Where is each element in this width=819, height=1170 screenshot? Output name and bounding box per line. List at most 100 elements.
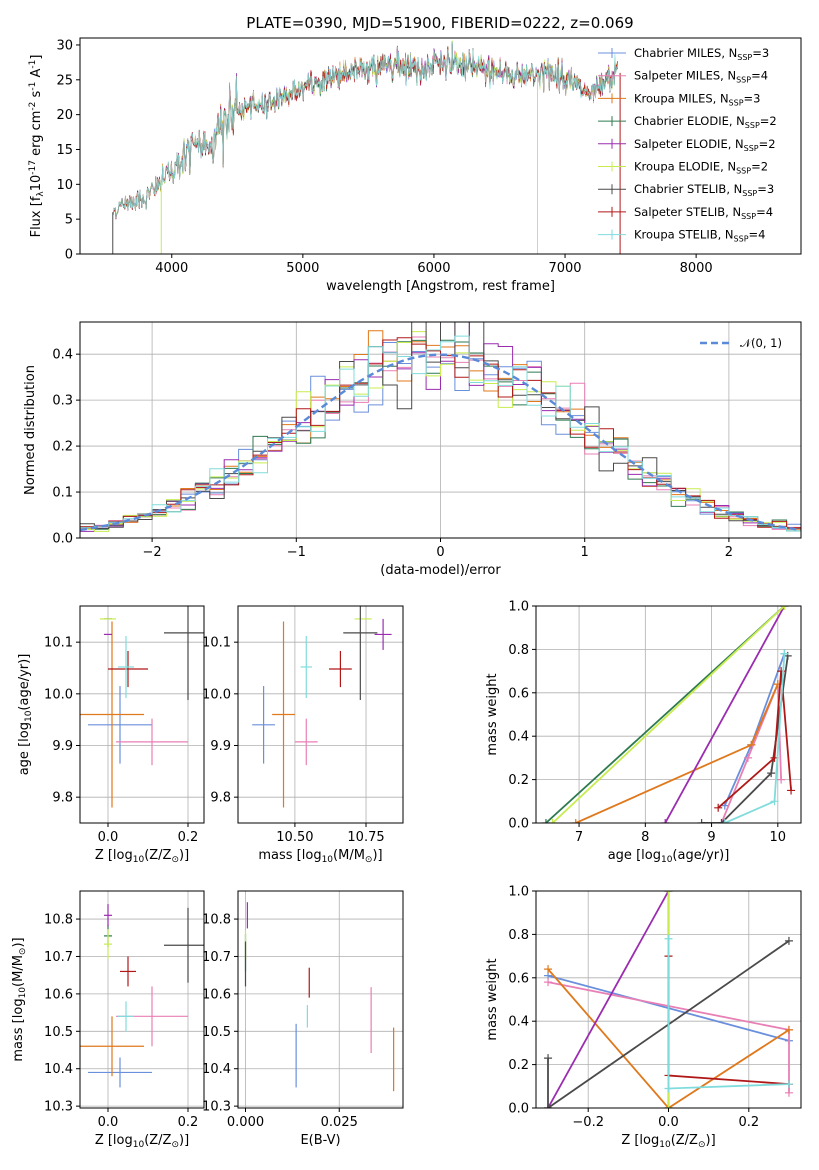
age-vs-Z-xtick-label: 0.2 <box>178 830 199 845</box>
weights-vs-age-xtick-label: 8 <box>641 830 649 845</box>
mass-vs-Z-point <box>80 1016 144 1077</box>
mass-vs-Z-ytick-label: 10.7 <box>44 950 73 965</box>
age-vs-mass-point <box>294 718 318 766</box>
age-vs-Z-ytick-label: 9.9 <box>52 739 73 754</box>
age-vs-Z-frame <box>79 605 205 824</box>
age-vs-Z-plot-area <box>80 606 204 808</box>
weights-vs-age-marker <box>717 819 726 823</box>
weights-vs-Z-ytick-label: 0.8 <box>508 928 529 943</box>
mass-vs-ebv-ytick-label: 10.5 <box>202 1025 231 1040</box>
legend-label: Salpeter MILES, NSSP​=4 <box>634 69 768 85</box>
residuals-frame <box>79 321 802 539</box>
weights-vs-age-marker <box>787 786 796 795</box>
weights-vs-Z-marker <box>664 934 673 943</box>
mass-vs-Z-ytick-label: 10.5 <box>44 1025 73 1040</box>
mass-vs-Z-point <box>164 907 204 983</box>
weights-vs-Z-series-line <box>547 940 790 1108</box>
weights-vs-age-marker <box>571 819 580 823</box>
weights-vs-age-plot-area <box>541 606 796 823</box>
mass-vs-Z-point <box>118 1001 134 1032</box>
weights-vs-age-ytick-label: 0.6 <box>508 686 529 701</box>
mass-vs-Z-xtick-label: 0.2 <box>178 1115 199 1130</box>
age-vs-Z-ytick-label: 10.1 <box>44 636 73 651</box>
weights-vs-age-ytick-label: 0.8 <box>508 643 529 658</box>
residual-histogram <box>80 335 801 532</box>
weights-vs-Z-marker <box>664 1104 673 1108</box>
spectrum-ytick-label: 30 <box>56 38 73 53</box>
residuals-ytick-label: 0.1 <box>52 486 73 501</box>
weights-vs-age-marker <box>767 769 776 778</box>
residuals-xtick-label: −2 <box>143 545 162 560</box>
weights-vs-Z-marker <box>784 1080 793 1089</box>
spectrum-ytick-label: 20 <box>56 108 73 123</box>
spectrum-ytick-label: 0 <box>65 248 73 263</box>
age-vs-mass-point <box>329 650 352 688</box>
spectrum-ylabel: Flux [fλ​10-17​ erg cm-2​ s-1​ A-1​] <box>28 55 46 238</box>
age-vs-mass-frame <box>237 605 404 824</box>
weights-vs-age-series-line <box>551 606 786 823</box>
age-vs-mass-axes: 10.50 10.75 9.8 9.9 10.0 10.1 mass [log10​(M/M… <box>202 605 404 865</box>
mass-vs-Z-frame <box>79 890 205 1109</box>
age-vs-Z-xtick-label: 0.0 <box>98 830 119 845</box>
weights-vs-Z-marker <box>784 1025 793 1034</box>
weights-vs-age-xlabel: age [log10​(age/yr)] <box>608 848 730 865</box>
weights-vs-Z-marker <box>664 891 673 895</box>
weights-vs-age-ytick-label: 0.4 <box>508 730 529 745</box>
weights-vs-age-marker <box>747 740 756 749</box>
age-vs-mass-plot-area <box>252 606 392 808</box>
residuals-xtick-label: 2 <box>725 545 733 560</box>
age-vs-mass-ytick-label: 9.8 <box>210 791 231 806</box>
spectrum-plot-area <box>112 40 621 254</box>
weights-vs-age-marker <box>661 819 670 823</box>
weights-vs-age-ytick-label: 0.0 <box>508 817 529 832</box>
mass-vs-Z-point <box>120 956 136 987</box>
weights-vs-Z-xtick-label: 0.2 <box>738 1115 759 1130</box>
residual-histogram <box>80 331 801 532</box>
age-vs-mass-xlabel: mass [log10​(M/M⊙​)] <box>258 848 382 865</box>
age-vs-mass-ytick-label: 9.9 <box>210 739 231 754</box>
weights-vs-age-marker <box>780 649 789 658</box>
spectrum-legend: Chabrier MILES, NSSP​=3 Salpeter MILES, N… <box>598 46 777 244</box>
spectrum-xtick-label: 7000 <box>548 261 581 276</box>
mass-vs-ebv-ytick-label: 10.7 <box>202 950 231 965</box>
weights-vs-age-marker <box>780 606 789 610</box>
weights-vs-Z-xlabel: Z [log10​(Z/Z⊙​)] <box>621 1133 715 1150</box>
age-vs-mass-xtick-label: 10.50 <box>276 830 313 845</box>
spectrum-xtick-label: 5000 <box>286 261 319 276</box>
age-vs-mass-point <box>343 606 378 701</box>
mass-vs-Z-ytick-label: 10.8 <box>44 913 73 928</box>
weights-vs-age-series-line <box>717 671 792 809</box>
mass-vs-Z-xlabel: Z [log10​(Z/Z⊙​)] <box>95 1133 189 1150</box>
mass-vs-Z-ytick-label: 10.4 <box>44 1062 73 1077</box>
age-vs-Z-point <box>118 635 134 698</box>
spectrum-axes: 4000 5000 6000 7000 8000 0 5 10 15 20 25 30 waveleng… <box>28 37 802 294</box>
age-vs-mass-ytick-label: 10.1 <box>202 636 231 651</box>
mass-vs-Z-ytick-label: 10.3 <box>44 1100 73 1115</box>
legend-label: Salpeter ELODIE, NSSP​=2 <box>634 137 776 153</box>
spectrum-ytick-label: 5 <box>65 213 73 228</box>
weights-vs-Z-ylabel: mass weight <box>485 958 500 1040</box>
weights-vs-Z-series-line <box>547 891 670 1108</box>
age-vs-Z-ytick-label: 9.8 <box>52 791 73 806</box>
weights-vs-Z-axes: −0.2 0.0 0.2 0.0 0.2 0.4 0.6 0.8 1.0 Z [log10​(Z/… <box>485 885 802 1150</box>
normal-curve <box>80 353 801 532</box>
legend-label: 𝒩(0, 1) <box>740 336 782 350</box>
weights-vs-Z-marker <box>784 936 793 945</box>
age-vs-Z-point <box>116 718 188 766</box>
residuals-ytick-label: 0.3 <box>52 394 73 409</box>
residuals-ytick-label: 0.2 <box>52 440 73 455</box>
age-vs-mass-point <box>272 621 295 808</box>
legend-label: Kroupa MILES, NSSP​=3 <box>634 91 760 107</box>
spectrum-frame <box>79 37 802 255</box>
mass-vs-ebv-ytick-label: 10.4 <box>202 1062 231 1077</box>
mass-vs-ebv-ytick-label: 10.8 <box>202 913 231 928</box>
weights-vs-age-marker <box>548 819 557 823</box>
age-vs-Z-axes: 0.0 0.2 9.8 9.9 10.0 10.1 Z [log10​(Z/Z⊙​)] age… <box>17 605 205 865</box>
age-vs-Z-ytick-label: 10.0 <box>44 687 73 702</box>
weights-vs-age-marker <box>744 753 752 762</box>
residuals-xtick-label: 0 <box>436 545 444 560</box>
spectrum-xtick-label: 8000 <box>680 261 713 276</box>
weights-vs-age-xtick-label: 10 <box>770 830 787 845</box>
mass-vs-ebv-xtick-label: 0.000 <box>227 1115 264 1130</box>
